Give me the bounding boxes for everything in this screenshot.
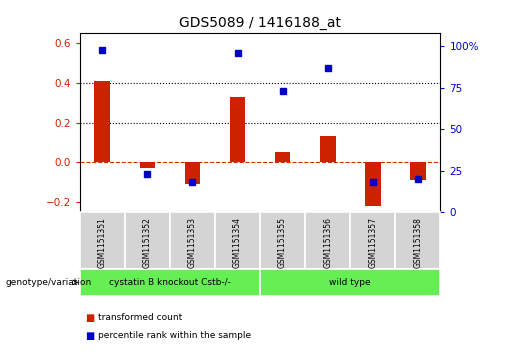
Text: GSM1151356: GSM1151356 — [323, 217, 332, 268]
Text: GSM1151355: GSM1151355 — [278, 217, 287, 268]
Text: cystatin B knockout Cstb-/-: cystatin B knockout Cstb-/- — [109, 278, 231, 287]
Text: wild type: wild type — [330, 278, 371, 287]
Bar — [260, 212, 305, 269]
Bar — [260, 269, 440, 296]
Bar — [320, 136, 336, 163]
Bar — [365, 163, 381, 206]
Text: ■: ■ — [85, 331, 94, 341]
Bar — [410, 163, 426, 180]
Text: GSM1151351: GSM1151351 — [98, 217, 107, 268]
Text: GSM1151354: GSM1151354 — [233, 217, 242, 268]
Bar — [350, 212, 396, 269]
Text: GSM1151353: GSM1151353 — [188, 217, 197, 268]
Text: transformed count: transformed count — [98, 313, 182, 322]
Title: GDS5089 / 1416188_at: GDS5089 / 1416188_at — [179, 16, 341, 30]
Bar — [125, 212, 170, 269]
Bar — [230, 97, 246, 163]
Text: percentile rank within the sample: percentile rank within the sample — [98, 331, 251, 340]
Bar — [80, 269, 260, 296]
Bar — [140, 163, 156, 168]
Bar — [184, 163, 200, 184]
Bar — [170, 212, 215, 269]
Bar — [305, 212, 350, 269]
Text: ■: ■ — [85, 313, 94, 323]
Text: genotype/variation: genotype/variation — [5, 278, 91, 287]
Bar — [274, 152, 290, 163]
Bar — [80, 212, 125, 269]
Text: GSM1151357: GSM1151357 — [368, 217, 377, 268]
Bar — [215, 212, 260, 269]
Bar — [396, 212, 440, 269]
Text: GSM1151352: GSM1151352 — [143, 217, 152, 268]
Bar — [94, 81, 110, 163]
Text: GSM1151358: GSM1151358 — [414, 217, 422, 268]
